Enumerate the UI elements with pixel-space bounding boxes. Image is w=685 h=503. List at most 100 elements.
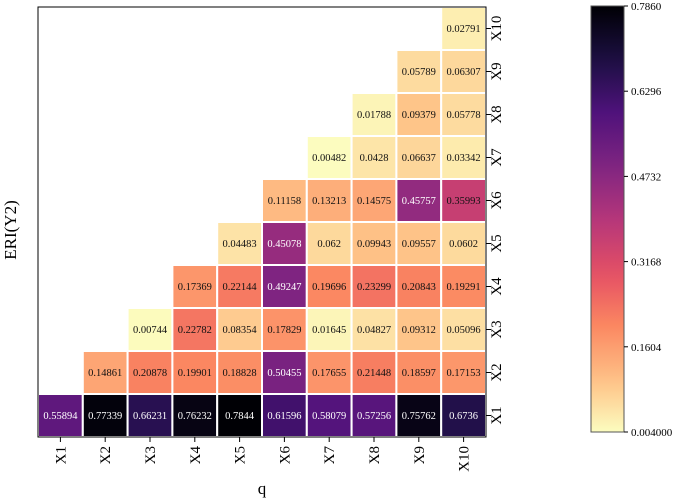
- heatmap-cell: [440, 49, 488, 94]
- colorbar-tick-label: 0.004000: [631, 427, 673, 439]
- y-tick-label: X6: [489, 191, 505, 210]
- x-tick-label: X1: [53, 446, 69, 464]
- cell-label: 0.17369: [178, 282, 212, 293]
- cell-label: 0.61596: [267, 411, 301, 422]
- cell-label: 0.09379: [402, 110, 436, 121]
- cell-label: 0.04483: [223, 239, 257, 250]
- x-tick-label: X6: [277, 446, 293, 465]
- cell-label: 0.7844: [225, 411, 255, 422]
- plot-frame: [37, 6, 487, 438]
- heatmap-cell: [440, 350, 488, 395]
- cell-label: 0.01645: [312, 325, 346, 336]
- plot-area: 0.55894 0.77339 0.66231 0.76232 0.7844 0.6159…: [37, 6, 488, 438]
- cell-label: 0.66231: [133, 411, 167, 422]
- y-axis-label: ERI(Y2): [1, 200, 20, 259]
- x-tick-label: X2: [98, 446, 114, 464]
- x-axis-ticks: X1 X2 X3 X4 X5 X6 X7 X8 X9 X10: [53, 437, 473, 472]
- cell-label: 0.21448: [357, 368, 391, 379]
- heatmap-cell: [261, 178, 308, 223]
- cell-label: 0.22782: [178, 325, 212, 336]
- heatmap-cell: [216, 221, 263, 266]
- cell-label: 0.45078: [267, 239, 301, 250]
- cell-label: 0.09312: [402, 325, 436, 336]
- colorbar-gradient: [590, 5, 625, 433]
- heatmap-cell: [126, 350, 174, 395]
- cell-label: 0.00482: [312, 153, 346, 164]
- cell-label: 0.45757: [402, 196, 436, 207]
- y-tick-label: X4: [489, 277, 505, 296]
- cell-label: 0.18828: [223, 368, 257, 379]
- cell-label: 0.09557: [402, 239, 436, 250]
- cell-label: 0.57256: [357, 411, 391, 422]
- x-tick-label: X5: [233, 446, 249, 464]
- heatmap-cell: [350, 350, 398, 395]
- cell-label: 0.18597: [402, 368, 436, 379]
- colorbar-tick-label: 0.7860: [631, 1, 662, 13]
- heatmap-cell: [81, 350, 129, 395]
- x-tick-label: X10: [457, 446, 473, 472]
- cell-label: 0.6736: [449, 411, 478, 422]
- heatmap-cell: [395, 221, 443, 266]
- y-tick-label: X7: [489, 148, 505, 167]
- y-tick-label: X3: [489, 320, 505, 338]
- heatmap-cell: [395, 135, 443, 180]
- cell-label: 0.17829: [267, 325, 301, 336]
- heatmap-cell: [216, 307, 263, 352]
- heatmap-cell: [171, 350, 219, 395]
- cell-label: 0.76232: [178, 411, 212, 422]
- cell-label: 0.20843: [402, 282, 436, 293]
- x-tick-label: X4: [188, 446, 204, 465]
- heatmap-cell: [305, 264, 353, 309]
- cell-label: 0.03342: [447, 153, 481, 164]
- cell-label: 0.19901: [178, 368, 212, 379]
- heatmap-cell: [305, 221, 353, 266]
- cell-label: 0.05096: [447, 325, 481, 336]
- y-axis-ticks: X1 X2 X3 X4 X5 X6 X7 X8 X9 X10: [486, 16, 505, 425]
- heatmap-cell: [305, 350, 353, 395]
- heatmap-cell: [395, 264, 443, 309]
- x-axis-label: q: [258, 479, 267, 498]
- heatmap-cell: [395, 49, 443, 94]
- cell-label: 0.13213: [312, 196, 346, 207]
- heatmap-cell: [395, 178, 443, 223]
- heatmap-cell: [350, 92, 398, 137]
- cell-label: 0.11158: [268, 196, 301, 207]
- heatmap-cell: [261, 350, 308, 395]
- cell-label: 0.50455: [267, 368, 301, 379]
- cell-label: 0.19291: [447, 282, 481, 293]
- cell-label: 0.06637: [402, 153, 436, 164]
- cell-label: 0.06307: [447, 67, 481, 78]
- y-tick-label: X1: [489, 406, 505, 424]
- cell-label: 0.05778: [447, 110, 481, 121]
- x-tick-label: X8: [367, 446, 383, 464]
- heatmap-cell: [126, 393, 174, 438]
- heatmap-cell: [37, 393, 84, 438]
- cell-label: 0.49247: [267, 282, 301, 293]
- cell-label: 0.17153: [447, 368, 481, 379]
- heatmap-cell: [350, 178, 398, 223]
- cell-label: 0.0428: [360, 153, 389, 164]
- cell-label: 0.00744: [133, 325, 168, 336]
- cell-label: 0.14575: [357, 196, 391, 207]
- y-tick-label: X5: [489, 234, 505, 252]
- cell-label: 0.22144: [223, 282, 258, 293]
- y-tick-label: X10: [489, 16, 505, 42]
- cell-label: 0.75762: [402, 411, 436, 422]
- cell-label: 0.062: [317, 239, 341, 250]
- cell-label: 0.0602: [449, 239, 478, 250]
- heatmap-cell: [216, 264, 263, 309]
- cell-label: 0.01788: [357, 110, 391, 121]
- colorbar-tick-label: 0.4732: [631, 171, 661, 183]
- cell-label: 0.14861: [88, 368, 122, 379]
- cell-label: 0.17655: [312, 368, 346, 379]
- cell-label: 0.35993: [447, 196, 481, 207]
- cell-label: 0.77339: [88, 411, 122, 422]
- y-tick-label: X9: [489, 62, 505, 80]
- cell-label: 0.19696: [312, 282, 346, 293]
- y-tick-label: X2: [489, 363, 505, 381]
- colorbar-tick-label: 0.6296: [631, 86, 662, 98]
- colorbar-tick-label: 0.1604: [631, 342, 662, 354]
- cell-label: 0.05789: [402, 67, 436, 78]
- x-tick-label: X7: [322, 446, 338, 465]
